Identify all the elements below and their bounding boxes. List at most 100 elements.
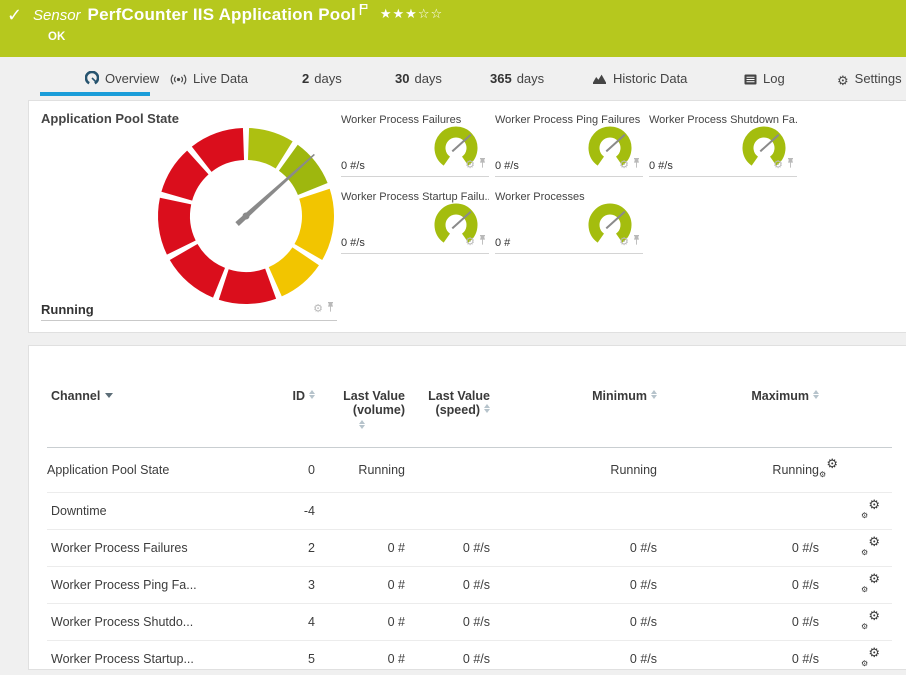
page-title: PerfCounter IIS Application Pool: [87, 5, 356, 24]
table-row: Downtime -4 ⚙ ⚙: [47, 492, 892, 530]
status-check-icon: ✓: [7, 5, 23, 26]
table-header-row: Channel ID Last Value (volume) Last Value…: [47, 346, 892, 448]
cell-maximum: [657, 492, 819, 530]
mini-gauge-worker-processes[interactable]: Worker Processes 0 # ⚙: [495, 191, 643, 254]
tab-bar: Overview Live Data 2 days 30 days 365 days …: [0, 57, 906, 100]
channel-settings-icon[interactable]: ⚙ ⚙: [861, 535, 880, 557]
cell-minimum: 0 #/s: [490, 603, 657, 641]
cell-id: 4: [227, 603, 315, 641]
main-gauge-title: Application Pool State: [41, 111, 179, 126]
cell-last-value-speed: 0 #/s: [405, 529, 490, 567]
cell-last-value-volume: [315, 492, 405, 530]
gauges-panel: Application Pool State Running ⚙ Worker …: [28, 100, 906, 333]
cell-channel-name: Worker Process Ping Fa...: [47, 566, 227, 604]
tab-30-days[interactable]: 30 days: [395, 71, 442, 86]
tab-365-days[interactable]: 365 days: [490, 71, 545, 86]
sort-icon: [359, 419, 365, 429]
mini-gauge-title: Worker Process Failures: [341, 114, 462, 126]
sort-icon: [813, 389, 819, 399]
tab-settings[interactable]: ⚙ Settings: [837, 71, 902, 89]
priority-flag-icon[interactable]: [359, 3, 368, 21]
sensor-status-header: ✓ Sensor PerfCounter IIS Application Pool…: [0, 0, 906, 57]
column-header-id[interactable]: ID: [227, 346, 315, 448]
tab-label: Live Data: [193, 71, 248, 86]
cell-last-value-speed: 0 #/s: [405, 566, 490, 604]
mini-gauge-worker-process-ping-failures[interactable]: Worker Process Ping Failures 0 #/s ⚙: [495, 114, 643, 177]
mini-gauge-dial: [742, 126, 786, 166]
channel-table: Channel ID Last Value (volume) Last Value…: [47, 346, 892, 675]
mini-gauge-value: 0 #/s: [649, 160, 673, 172]
cell-last-value-speed: [405, 492, 490, 530]
table-row: Worker Process Ping Fa... 3 0 # 0 #/s 0 …: [47, 566, 892, 604]
channel-settings-icon[interactable]: ⚙ ⚙: [861, 498, 880, 520]
column-header-maximum[interactable]: Maximum: [657, 346, 819, 448]
mini-gauge-worker-process-failures[interactable]: Worker Process Failures 0 #/s ⚙: [341, 114, 489, 177]
cell-maximum: 0 #/s: [657, 640, 819, 675]
mini-gauge-title: Worker Processes: [495, 191, 585, 203]
cell-channel-name: Worker Process Failures: [47, 529, 227, 567]
column-header-minimum[interactable]: Minimum: [490, 346, 657, 448]
cell-maximum: 0 #/s: [657, 566, 819, 604]
application-pool-state-gauge[interactable]: [151, 121, 341, 311]
tab-live-data[interactable]: Live Data: [170, 71, 248, 93]
table-row: Worker Process Failures 2 0 # 0 #/s 0 #/…: [47, 529, 892, 567]
column-header-last-value-speed[interactable]: Last Value (speed): [405, 346, 490, 448]
mini-gauge-worker-process-shutdown-failures[interactable]: Worker Process Shutdown Fa... 0 #/s ⚙: [649, 114, 797, 177]
gear-icon[interactable]: ⚙: [619, 235, 629, 248]
gear-icon[interactable]: ⚙: [465, 158, 475, 171]
gear-icon[interactable]: ⚙: [465, 235, 475, 248]
tab-historic-data[interactable]: Historic Data: [592, 71, 687, 93]
pin-icon[interactable]: [786, 157, 795, 169]
mini-gauge-dial: [434, 126, 478, 166]
cell-minimum: [490, 492, 657, 530]
cell-last-value-volume: 0 #: [315, 529, 405, 567]
channel-settings-icon[interactable]: ⚙ ⚙: [861, 572, 880, 594]
table-row: Worker Process Startup... 5 0 # 0 #/s 0 …: [47, 640, 892, 675]
sort-icon: [309, 389, 315, 399]
table-row: Worker Process Shutdo... 4 0 # 0 #/s 0 #…: [47, 603, 892, 641]
gear-icon[interactable]: ⚙: [313, 302, 323, 315]
cell-id: 5: [227, 640, 315, 675]
cell-channel-name: Downtime: [47, 492, 227, 530]
mini-gauge-worker-process-startup-failures[interactable]: Worker Process Startup Failu... 0 #/s ⚙: [341, 191, 489, 254]
cell-last-value-speed: 0 #/s: [405, 640, 490, 675]
pin-icon[interactable]: [478, 157, 487, 169]
cell-minimum: 0 #/s: [490, 640, 657, 675]
channel-table-panel: Channel ID Last Value (volume) Last Value…: [28, 345, 906, 675]
column-header-channel[interactable]: Channel: [47, 346, 227, 448]
gauge-icon: [84, 70, 100, 88]
cell-id: -4: [227, 492, 315, 530]
pin-icon[interactable]: [632, 157, 641, 169]
channel-settings-icon[interactable]: ⚙ ⚙: [861, 609, 880, 631]
mini-gauge-title: Worker Process Shutdown Fa...: [649, 114, 797, 126]
channel-settings-icon[interactable]: ⚙ ⚙: [861, 646, 880, 668]
mini-gauge-title: Worker Process Startup Failu...: [341, 191, 489, 203]
cell-last-value-volume: Running: [315, 447, 405, 493]
main-gauge-footer: Running ⚙: [41, 299, 337, 321]
cell-id: 3: [227, 566, 315, 604]
column-header-actions: [819, 346, 892, 448]
gear-icon[interactable]: ⚙: [619, 158, 629, 171]
pin-icon[interactable]: [478, 234, 487, 246]
pin-icon[interactable]: [326, 301, 335, 313]
table-row: Application Pool State 0 Running Running…: [47, 447, 892, 493]
tab-log[interactable]: Log: [744, 71, 785, 93]
pin-icon[interactable]: [632, 234, 641, 246]
priority-stars[interactable]: ★★★☆☆: [379, 7, 444, 22]
gear-icon[interactable]: ⚙: [773, 158, 783, 171]
mini-gauge-dial: [588, 203, 632, 243]
cell-channel-name: Worker Process Shutdo...: [47, 603, 227, 641]
mini-gauge-value: 0 #/s: [341, 237, 365, 249]
mini-gauge-title: Worker Process Ping Failures: [495, 114, 641, 126]
cell-id: 2: [227, 529, 315, 567]
column-header-last-value-volume[interactable]: Last Value (volume): [315, 346, 405, 448]
tab-2-days[interactable]: 2 days: [302, 71, 342, 86]
mini-gauge-value: 0 #/s: [495, 160, 519, 172]
cell-minimum: Running: [490, 447, 657, 493]
active-tab-underline: [40, 92, 150, 96]
tab-overview[interactable]: Overview: [84, 70, 159, 93]
chart-icon: [592, 73, 607, 88]
gear-icon: ⚙: [837, 74, 849, 89]
channel-settings-icon[interactable]: ⚙ ⚙: [819, 457, 838, 479]
cell-last-value-volume: 0 #: [315, 640, 405, 675]
